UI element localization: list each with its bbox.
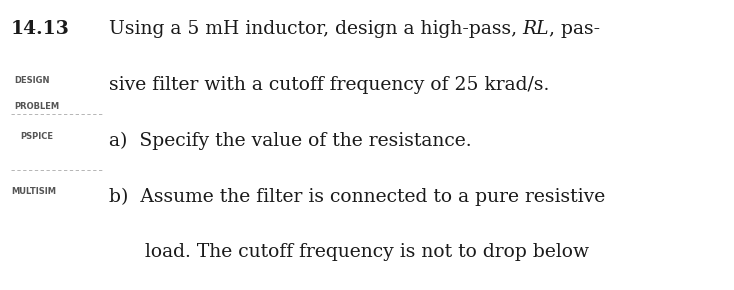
Text: b)  Assume the filter is connected to a pure resistive: b) Assume the filter is connected to a p… [109, 187, 605, 206]
Text: MULTISIM: MULTISIM [11, 187, 56, 196]
Text: Using a 5 mH inductor, design a high-pass,: Using a 5 mH inductor, design a high-pas… [109, 20, 523, 38]
Text: PSPICE: PSPICE [20, 132, 53, 141]
Text: RL: RL [523, 20, 549, 38]
Text: load. The cutoff frequency is not to drop below: load. The cutoff frequency is not to dro… [109, 243, 589, 261]
Text: 14.13: 14.13 [11, 20, 70, 38]
Text: PROBLEM: PROBLEM [15, 102, 59, 111]
Text: DESIGN: DESIGN [15, 76, 50, 85]
Text: , pas-: , pas- [549, 20, 600, 38]
Text: sive filter with a cutoff frequency of 25 krad/s.: sive filter with a cutoff frequency of 2… [109, 76, 549, 94]
Text: a)  Specify the value of the resistance.: a) Specify the value of the resistance. [109, 132, 471, 150]
